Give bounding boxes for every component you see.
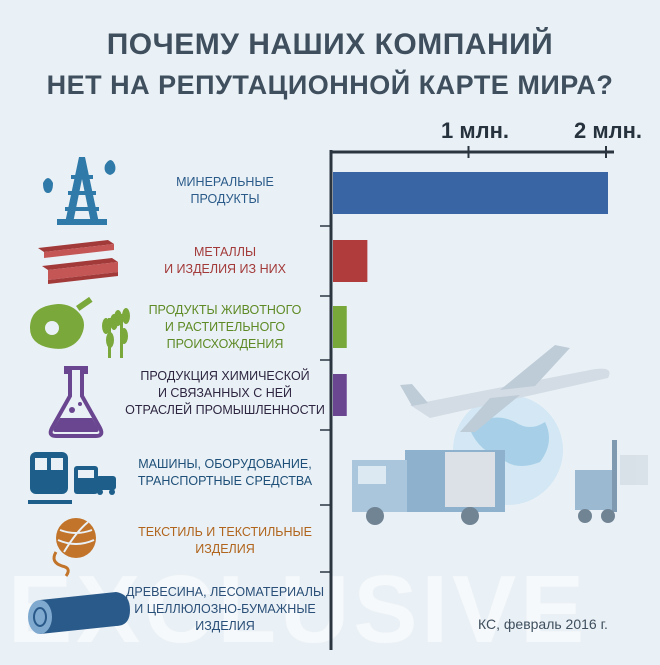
yarn-ball-icon bbox=[52, 518, 96, 577]
category-label-metals: МЕТАЛЛЫ И ИЗДЕЛИЯ ИЗ НИХ bbox=[164, 245, 286, 276]
airplane-icon bbox=[400, 345, 610, 432]
category-label-chemicals: ПРОДУКЦИЯ ХИМИЧЕСКОЙ И СВЯЗАННЫХ С НЕЙ О… bbox=[125, 369, 325, 417]
ham-wheat-icon bbox=[30, 296, 130, 358]
transport-icon bbox=[28, 452, 116, 504]
source-note: КС, февраль 2016 г. bbox=[478, 616, 608, 632]
oil-rig-icon bbox=[43, 157, 116, 225]
forklift-icon bbox=[575, 440, 648, 523]
bar-4 bbox=[333, 374, 347, 416]
steel-beam-icon bbox=[38, 240, 118, 284]
axis-tick-label-2: 2 млн. bbox=[574, 118, 642, 143]
truck-icon bbox=[352, 450, 505, 525]
logistics-illustration bbox=[352, 345, 648, 525]
axis-tick-label-1: 1 млн. bbox=[441, 118, 509, 143]
category-label-machinery: МАШИНЫ, ОБОРУДОВАНИЕ, ТРАНСПОРТНЫЕ СРЕДС… bbox=[137, 457, 313, 488]
category-label-food: ПРОДУКТЫ ЖИВОТНОГО И РАСТИТЕЛЬНОГО ПРОИС… bbox=[148, 303, 302, 351]
bar-1 bbox=[333, 172, 608, 214]
bar-2 bbox=[333, 240, 368, 282]
category-label-minerals: МИНЕРАЛЬНЫЕ ПРОДУКТЫ bbox=[176, 175, 274, 206]
bar-3 bbox=[333, 306, 347, 348]
page-title-line-1: ПОЧЕМУ НАШИХ КОМПАНИЙ bbox=[106, 28, 554, 61]
category-label-wood: ДРЕВЕСИНА, ЛЕСОМАТЕРИАЛЫ И ЦЕЛЛЮЛОЗНО-БУ… bbox=[125, 585, 325, 633]
category-label-textiles: ТЕКСТИЛЬ И ТЕКСТИЛЬНЫЕ ИЗДЕЛИЯ bbox=[138, 525, 312, 556]
category-icons bbox=[28, 157, 130, 634]
page-title-line-2: НЕТ НА РЕПУТАЦИОННОЙ КАРТЕ МИРА? bbox=[46, 70, 614, 100]
log-icon bbox=[28, 592, 130, 634]
flask-icon bbox=[48, 366, 104, 438]
